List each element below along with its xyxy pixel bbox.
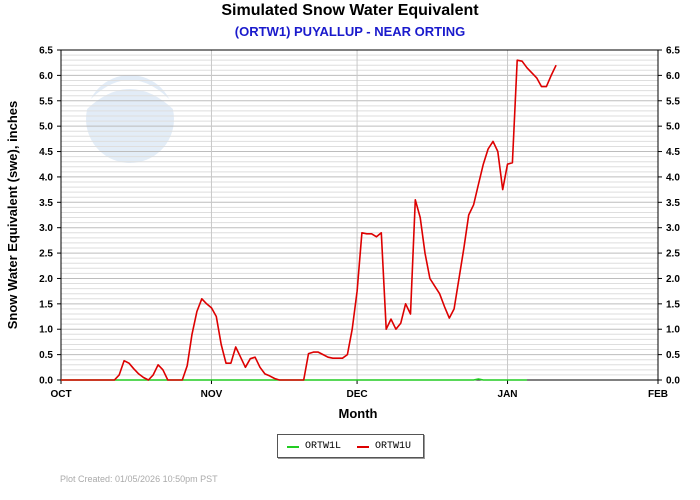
y-tick-label-right: 3.0	[666, 223, 680, 234]
x-tick-label: NOV	[201, 389, 223, 400]
y-tick-label-right: 6.0	[666, 71, 680, 82]
noaa-logo-watermark: NOAA	[86, 75, 174, 163]
legend-label-ortw1u: ORTW1U	[375, 441, 412, 452]
legend-swatch-ortw1u	[357, 445, 369, 448]
chart-subtitle: (ORTW1) PUYALLUP - NEAR ORTING	[234, 24, 466, 39]
y-tick-label-right: 6.5	[666, 46, 680, 57]
y-tick-label-right: 3.5	[666, 198, 680, 209]
y-tick-label-right: 4.0	[666, 172, 680, 183]
chart-legend: ORTW1L ORTW1U	[277, 434, 424, 458]
y-tick-label-right: 0.0	[666, 376, 680, 387]
legend-swatch-ortw1l	[287, 445, 299, 448]
y-tick-label-left: 1.5	[39, 299, 53, 310]
x-tick-label: OCT	[50, 389, 71, 400]
y-tick-label-left: 3.5	[39, 198, 53, 209]
y-tick-label-left: 0.5	[39, 350, 53, 361]
y-tick-label-right: 5.5	[666, 96, 680, 107]
series-lines	[61, 59, 557, 381]
y-tick-label-right: 1.0	[666, 325, 680, 336]
y-tick-label-left: 2.0	[39, 274, 53, 285]
y-tick-label-right: 5.0	[666, 122, 680, 133]
series-line-ortw1l	[61, 378, 527, 381]
y-tick-label-left: 2.5	[39, 249, 53, 260]
y-tick-label-right: 2.0	[666, 274, 680, 285]
y-tick-label-left: 6.5	[39, 46, 53, 57]
plot-created-footer: Plot Created: 01/05/2026 10:50pm PST	[60, 474, 218, 484]
chart-title: Simulated Snow Water Equivalent	[221, 2, 479, 19]
noaa-logo-text: NOAA	[111, 92, 150, 107]
x-tick-label: JAN	[498, 389, 518, 400]
y-axis-label: Snow Water Equivalent (swe), inches	[5, 101, 20, 330]
y-tick-label-left: 3.0	[39, 223, 53, 234]
y-tick-label-right: 0.5	[666, 350, 680, 361]
series-line-ortw1u	[61, 59, 557, 381]
x-tick-label: DEC	[347, 389, 368, 400]
y-tick-label-right: 1.5	[666, 299, 680, 310]
y-tick-label-left: 5.0	[39, 122, 53, 133]
y-tick-label-left: 0.0	[39, 376, 53, 387]
y-tick-label-left: 5.5	[39, 96, 53, 107]
y-tick-label-left: 4.0	[39, 172, 53, 183]
x-tick-label: FEB	[648, 389, 668, 400]
legend-item-ortw1u: ORTW1U	[357, 441, 411, 452]
y-tick-label-left: 1.0	[39, 325, 53, 336]
legend-item-ortw1l: ORTW1L	[287, 441, 341, 452]
legend-label-ortw1l: ORTW1L	[305, 441, 342, 452]
y-tick-label-left: 4.5	[39, 147, 53, 158]
y-tick-label-left: 6.0	[39, 71, 53, 82]
y-tick-label-right: 2.5	[666, 249, 680, 260]
y-tick-label-right: 4.5	[666, 147, 680, 158]
x-axis-label: Month	[339, 406, 378, 421]
